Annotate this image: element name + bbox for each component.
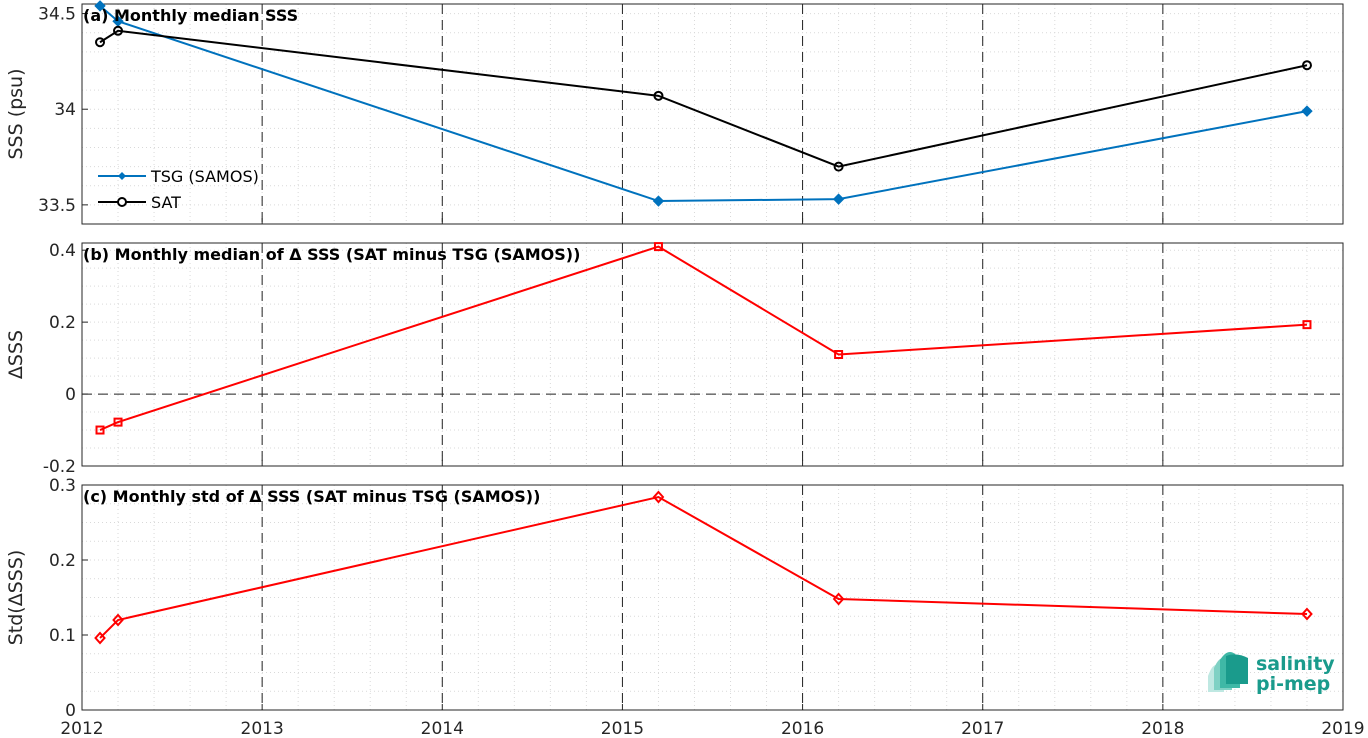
logo-line-2: pi-mep — [1256, 673, 1330, 695]
data-point — [832, 193, 845, 205]
y-tick-label: 0.1 — [49, 626, 76, 646]
x-tick-label: 2016 — [781, 719, 824, 738]
series-delta-1 — [95, 242, 1312, 435]
data-point — [113, 417, 123, 427]
y-tick-label: 0.3 — [49, 476, 76, 496]
series-line — [99, 245, 1308, 431]
panel-title: (a) Monthly median SSS — [83, 6, 298, 25]
y-tick-label: -0.2 — [43, 457, 76, 477]
logo-line-1: salinity — [1256, 653, 1335, 675]
data-point — [95, 425, 105, 435]
legend: TSG (SAMOS) SAT — [98, 167, 259, 212]
y-axis-label: Std(ΔSSS) — [5, 550, 27, 646]
data-point — [833, 161, 844, 172]
legend-label: SAT — [151, 193, 181, 212]
legend-marker — [117, 197, 127, 207]
panel-a: 34.5 34 33.5 SSS (psu) (a) Monthly median SS… — [5, 0, 1344, 225]
legend-label: TSG (SAMOS) — [150, 167, 259, 186]
data-point — [94, 0, 106, 12]
x-tick-label: 2019 — [1321, 719, 1364, 738]
data-point — [834, 350, 844, 359]
data-point — [832, 592, 845, 606]
y-tick-label: 34.5 — [38, 5, 76, 25]
data-point — [1302, 320, 1312, 330]
axes-box — [81, 242, 1344, 467]
year-grid — [261, 485, 1164, 710]
data-point — [112, 613, 124, 627]
panel-b: 0.4 0.2 0 -0.2 ΔSSS (b) Monthly median of Δ S… — [5, 241, 1344, 477]
data-point — [95, 37, 106, 48]
x-tick-label: 2015 — [601, 719, 644, 738]
axes-box — [81, 3, 1344, 225]
y-tick-label: 0.4 — [49, 241, 76, 261]
data-point — [652, 195, 665, 207]
panel-title: (b) Monthly median of Δ SSS (SAT minus T… — [83, 245, 580, 264]
y-tick-label: 33.5 — [38, 196, 76, 216]
salinity-pimep-logo-icon — [1208, 652, 1248, 692]
legend-marker — [118, 172, 126, 180]
y-axis-label: ΔSSS — [5, 330, 27, 379]
y-tick-label: 34 — [54, 100, 76, 120]
year-grid — [261, 243, 1164, 466]
y-tick-label: 0.2 — [49, 551, 76, 571]
data-point — [1301, 60, 1312, 71]
x-tick-label: 2017 — [961, 719, 1004, 738]
data-point — [653, 90, 664, 101]
logo: salinity pi-mep — [1208, 652, 1335, 695]
y-axis-label: SSS (psu) — [5, 68, 27, 159]
panel-title: (c) Monthly std of Δ SSS (SAT minus TSG … — [83, 487, 540, 506]
plot-area — [82, 243, 1343, 466]
data-point — [652, 490, 665, 504]
data-point — [653, 242, 663, 252]
series-sat — [95, 25, 1312, 172]
data-point — [1301, 607, 1313, 621]
x-tick-label: 2013 — [241, 719, 284, 738]
y-tick-label: 0.2 — [49, 313, 76, 333]
plot-area — [82, 485, 1343, 710]
x-tick-label: 2014 — [421, 719, 464, 738]
data-point — [94, 631, 106, 645]
minor-grid — [81, 484, 1344, 711]
x-tick-label: 2012 — [60, 719, 103, 738]
series-tsg-samos- — [94, 0, 1313, 207]
plot-area — [82, 4, 1343, 224]
y-tick-label: 0 — [65, 385, 76, 405]
y-tick-label: 0 — [65, 701, 76, 721]
data-point — [113, 25, 124, 36]
legend-item: SAT — [98, 193, 181, 212]
series-line — [99, 495, 1308, 639]
series-line — [99, 29, 1308, 168]
data-point — [1301, 105, 1313, 117]
series-delta-2 — [94, 490, 1313, 645]
legend-item: TSG (SAMOS) — [98, 167, 259, 186]
year-grid — [261, 4, 1164, 224]
axes-box — [81, 484, 1344, 711]
x-tick-label: 2018 — [1141, 719, 1184, 738]
